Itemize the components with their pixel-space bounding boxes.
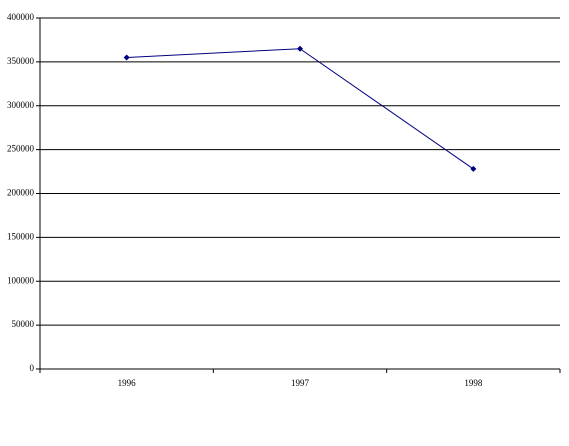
y-tick-label: 100000 [7,275,35,285]
y-tick-label: 400000 [7,12,35,22]
y-tick-label: 200000 [7,188,35,198]
x-tick-label: 1998 [464,378,483,388]
y-tick-label: 250000 [7,144,35,154]
y-tick-label: 50000 [12,319,35,329]
data-point [123,54,130,61]
x-tick-label: 1996 [118,378,137,388]
data-point [470,165,477,172]
y-tick-label: 300000 [7,100,35,110]
y-tick-label: 150000 [7,231,35,241]
y-tick-label: 350000 [7,56,35,66]
y-tick-label: 0 [30,363,35,373]
data-point [297,45,303,52]
x-tick-label: 1997 [291,378,310,388]
